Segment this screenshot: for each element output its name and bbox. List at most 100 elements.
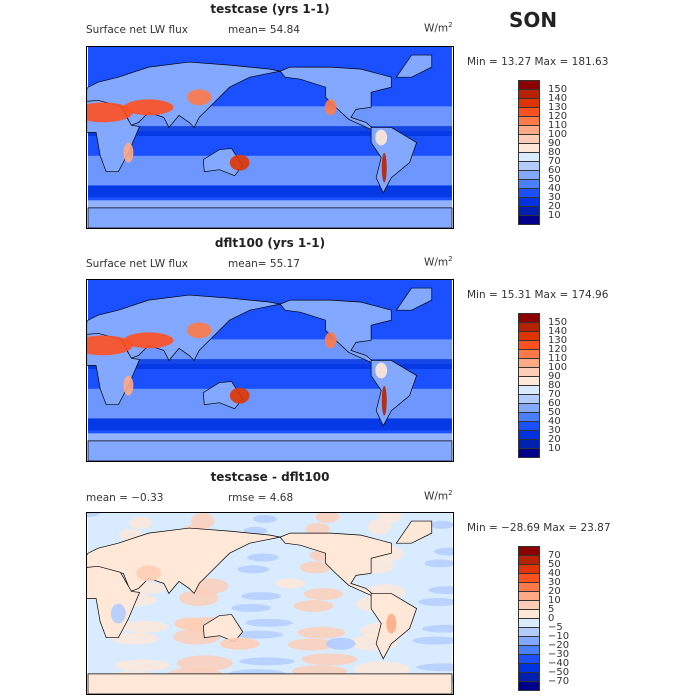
field-blob <box>381 152 387 183</box>
colorbar-tick-label: 150 <box>548 84 568 95</box>
field-blob <box>305 522 330 535</box>
colorbar-swatch <box>518 636 540 645</box>
colorbar-swatch <box>518 439 540 448</box>
colorbar-tick-label: 100 <box>548 129 568 140</box>
field-blob <box>430 520 453 529</box>
field-blob <box>239 657 295 666</box>
field-blob <box>174 617 204 630</box>
colorbar-swatch <box>518 582 540 591</box>
coastline <box>395 54 433 78</box>
field-blob <box>275 578 306 589</box>
colorbar-tick-label: 5 <box>548 604 555 615</box>
colorbar-swatch <box>518 152 540 161</box>
colorbar-swatch <box>518 609 540 618</box>
field-blob <box>177 655 233 672</box>
panel-title: testcase - dflt100 <box>210 470 330 484</box>
field-blob <box>179 590 219 606</box>
field-blob <box>123 142 134 163</box>
min-max-label: Min = −28.69 Max = 23.87 <box>467 522 611 534</box>
colorbar-swatch <box>518 340 540 349</box>
colorbar-tick-label: 60 <box>548 165 561 176</box>
field-blob <box>375 129 388 146</box>
field-blob <box>123 375 134 396</box>
field-blob <box>297 626 346 639</box>
field-blob <box>186 89 212 106</box>
colorbar-swatch <box>518 627 540 636</box>
colorbar-swatch <box>518 215 540 225</box>
field-blob <box>87 102 133 123</box>
field-blob <box>315 513 340 523</box>
field-blob <box>231 603 271 612</box>
colorbar-swatch <box>518 197 540 206</box>
colorbar-swatch <box>518 358 540 367</box>
field-blob <box>418 598 453 606</box>
colorbar-tick-label: 30 <box>548 192 561 203</box>
panel-stat-label: mean= 54.84 <box>228 24 300 36</box>
panel-title: dflt100 (yrs 1-1) <box>214 236 326 250</box>
field-band <box>88 185 452 198</box>
colorbar-tick-label: 0 <box>548 613 555 624</box>
colorbar-swatch <box>518 663 540 672</box>
coastline <box>279 66 392 130</box>
colorbar-swatch <box>518 125 540 134</box>
colorbar-tick-label: 140 <box>548 93 568 104</box>
colorbar-tick-label: 150 <box>548 317 568 328</box>
field-blob <box>299 561 332 574</box>
colorbar-swatch <box>518 89 540 98</box>
field-blob <box>190 513 215 529</box>
units-label: W/m2 <box>424 21 453 35</box>
field-blob <box>123 332 174 349</box>
colorbar-swatch <box>518 573 540 582</box>
field-blob <box>416 663 453 672</box>
field-blob <box>110 632 159 645</box>
colorbar-tick-label: 110 <box>548 353 568 364</box>
colorbar-tick-label: 30 <box>548 425 561 436</box>
colorbar-tick-label: 130 <box>548 335 568 346</box>
colorbar-swatch <box>518 385 540 394</box>
contour-map <box>86 512 454 695</box>
panel-title: testcase (yrs 1-1) <box>210 2 330 16</box>
coastline <box>395 520 433 544</box>
colorbar-tick-label: 80 <box>548 147 561 158</box>
colorbar-tick-label: −70 <box>548 676 570 687</box>
colorbar-tick-label: 20 <box>548 586 561 597</box>
units-text: W/m <box>424 490 449 503</box>
field-blob <box>229 154 250 171</box>
field-blob <box>87 513 100 517</box>
field-blob <box>235 630 283 639</box>
field-blob <box>428 586 453 595</box>
field-blob <box>247 553 279 562</box>
colorbar-tick-label: 10 <box>548 443 561 454</box>
colorbar-tick-label: 60 <box>548 398 561 409</box>
colorbar-tick-label: 70 <box>548 156 561 167</box>
field-band <box>88 126 452 137</box>
coastline <box>87 207 453 228</box>
panel-variable-label: Surface net LW flux <box>86 24 188 36</box>
colorbar-swatch <box>518 555 540 564</box>
colorbar-swatch <box>518 394 540 403</box>
colorbar-tick-label: 20 <box>548 201 561 212</box>
field-blob <box>424 559 453 568</box>
units-exponent: 2 <box>448 255 453 263</box>
colorbar-tick-label: 70 <box>548 550 561 561</box>
colorbar-swatch <box>518 421 540 430</box>
field-blob <box>245 618 293 627</box>
field-band <box>88 433 452 446</box>
contour-map <box>86 279 454 462</box>
colorbar-swatch <box>518 170 540 179</box>
field-band <box>88 418 452 431</box>
field-blob <box>241 592 281 601</box>
panel-variable-label: mean = −0.33 <box>86 492 164 504</box>
field-blob <box>128 516 153 529</box>
colorbar-swatch <box>518 80 540 89</box>
coastline <box>279 532 392 596</box>
field-band <box>88 359 452 370</box>
colorbar-swatch <box>518 591 540 600</box>
colorbar-swatch <box>518 161 540 170</box>
coastline <box>87 440 453 461</box>
colorbar-swatch <box>518 143 540 152</box>
colorbar-swatch <box>518 448 540 458</box>
colorbar-swatch <box>518 107 540 116</box>
colorbar <box>518 313 540 458</box>
